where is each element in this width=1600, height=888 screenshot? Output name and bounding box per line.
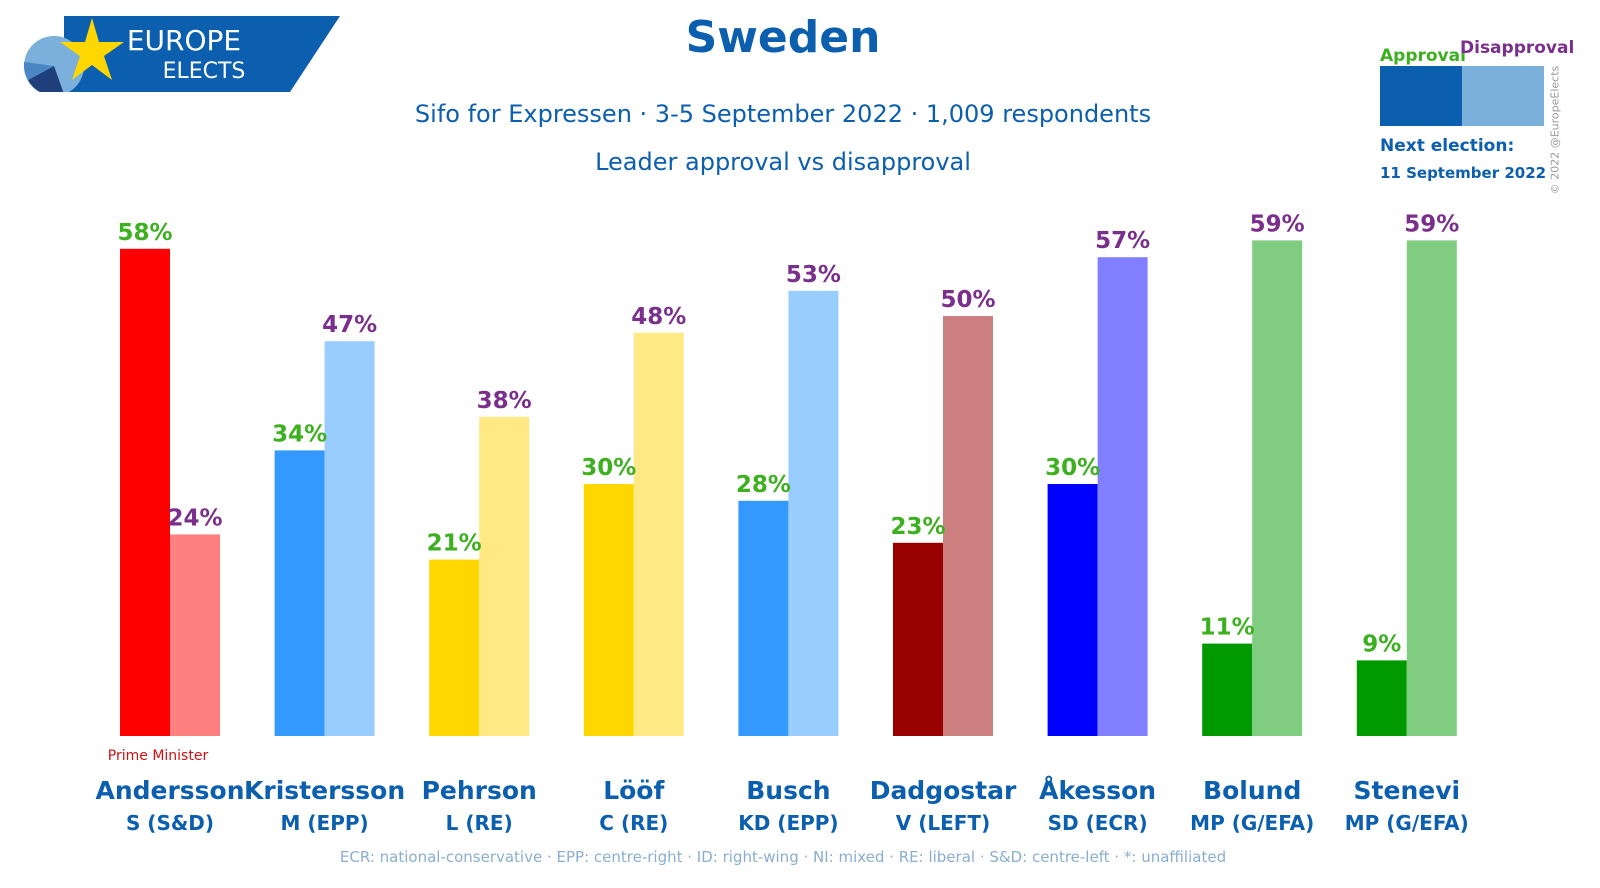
party-label: V (LEFT): [896, 811, 990, 835]
party-label: MP (G/EFA): [1190, 811, 1314, 835]
leader-name-label: Bolund: [1203, 776, 1301, 805]
legend-disapproval-label: Disapproval: [1460, 38, 1575, 58]
logo-text-europe: EUROPE: [127, 24, 241, 57]
approval-data-label: 23%: [890, 514, 945, 540]
page-title: Sweden: [685, 12, 881, 63]
approval-bar: [1202, 643, 1253, 736]
disapproval-bar: [943, 316, 993, 736]
approval-data-label: 9%: [1362, 631, 1401, 657]
logo-globe-segment: [28, 66, 64, 92]
approval-bar: [738, 500, 789, 736]
leader-name-label: Lööf: [603, 776, 665, 805]
approval-bar: [1047, 484, 1098, 736]
approval-bar: [583, 484, 634, 736]
approval-bar: [1356, 660, 1407, 736]
disapproval-data-label: 38%: [477, 388, 532, 414]
logo-globe-segment: [23, 62, 54, 80]
approval-data-label: 30%: [581, 455, 636, 481]
disapproval-bar: [788, 290, 839, 736]
legend-approval-label: Approval: [1380, 46, 1466, 66]
disapproval-data-label: 57%: [1095, 228, 1150, 254]
next-election-date: 11 September 2022: [1380, 164, 1547, 182]
disapproval-data-label: 59%: [1250, 211, 1305, 237]
leader-name-label: Åkesson: [1039, 776, 1156, 805]
leader-name-label: Busch: [746, 776, 830, 805]
disapproval-data-label: 59%: [1404, 211, 1459, 237]
party-label: MP (G/EFA): [1345, 811, 1469, 835]
logo-text-elects: ELECTS: [163, 59, 246, 84]
party-label: L (RE): [446, 811, 513, 835]
disapproval-bar: [1097, 257, 1148, 736]
disapproval-bar: [170, 534, 220, 736]
disapproval-data-label: 53%: [786, 262, 841, 288]
europe-elects-logo: EUROPE ELECTS: [23, 16, 340, 92]
chart-title: Leader approval vs disapproval: [595, 148, 971, 176]
approval-data-label: 30%: [1045, 455, 1100, 481]
legend: Approval Disapproval Next election: 11 S…: [1380, 36, 1574, 186]
approval-data-label: 34%: [272, 421, 327, 447]
disapproval-data-label: 47%: [322, 312, 377, 338]
disapproval-data-label: 50%: [940, 287, 995, 313]
party-label: M (EPP): [281, 811, 369, 835]
approval-data-label: 58%: [117, 220, 172, 246]
disapproval-bar: [633, 332, 684, 736]
prime-minister-note: Prime Minister: [108, 748, 209, 764]
disapproval-bar: [324, 341, 375, 736]
disapproval-bar: [1406, 240, 1457, 736]
legend-approval-swatch: [1380, 66, 1462, 126]
disapproval-bar: [479, 416, 530, 736]
disapproval-data-label: 48%: [631, 304, 686, 330]
leader-name-label: Andersson: [95, 776, 244, 805]
approval-bar: [274, 450, 325, 736]
party-label: SD (ECR): [1048, 811, 1148, 835]
poll-subtitle: Sifo for Expressen · 3-5 September 2022 …: [414, 100, 1152, 128]
party-label: KD (EPP): [738, 811, 838, 835]
approval-bar: [120, 248, 170, 737]
party-label: C (RE): [599, 811, 668, 835]
logo-banner: [64, 16, 340, 92]
approval-data-label: 11%: [1200, 615, 1255, 641]
leader-name-label: Pehrson: [422, 776, 537, 805]
leader-name-label: Dadgostar: [870, 776, 1017, 805]
leader-name-label: Kristersson: [244, 776, 405, 805]
disapproval-data-label: 24%: [167, 505, 222, 531]
logo-star-icon: [60, 18, 124, 80]
leader-name-label: Stenevi: [1354, 776, 1461, 805]
legend-disapproval-swatch: [1462, 66, 1544, 126]
approval-bar: [429, 559, 480, 736]
next-election-label: Next election:: [1380, 136, 1515, 156]
disapproval-bar: [1252, 240, 1303, 736]
approval-data-label: 21%: [427, 531, 482, 557]
footnote: ECR: national-conservative · EPP: centre…: [339, 848, 1227, 866]
party-label: S (S&D): [126, 811, 214, 835]
approval-bar: [893, 542, 943, 736]
approval-data-label: 28%: [736, 472, 791, 498]
